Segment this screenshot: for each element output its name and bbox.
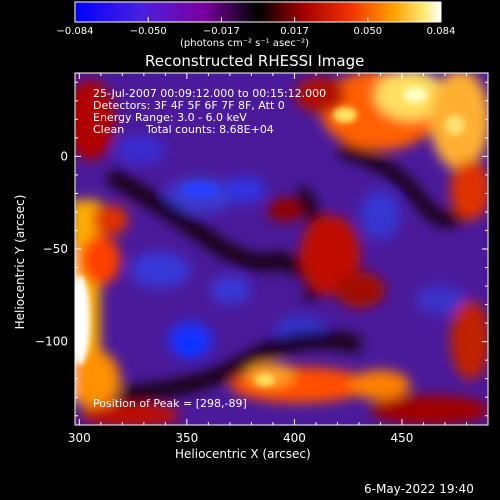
heatmap-image [75, 73, 488, 425]
annotation-counts: Total counts: 8.68E+04 [146, 123, 274, 136]
annotation-peak: Position of Peak = [298,-89] [93, 397, 247, 410]
colorbar-tick-label: −0.050 [130, 26, 167, 37]
annotation-method: Clean [93, 123, 125, 136]
x-tick-label: 400 [283, 431, 306, 445]
x-axis-ticks: 300 350 400 450 [68, 73, 467, 445]
annotation-energy: Energy Range: 3.0 - 6.0 keV [93, 111, 247, 124]
colorbar-tick-label: −0.017 [203, 26, 240, 37]
y-tick-label: −100 [35, 335, 68, 349]
x-axis-label: Heliocentric X (arcsec) [175, 447, 311, 461]
footer-date: 6-May-2022 19:40 [364, 482, 474, 496]
y-tick-label: −50 [43, 242, 68, 256]
colorbar: −0.084 −0.050 −0.017 0.017 0.050 0.084 [56, 1, 455, 37]
annotation-detectors: Detectors: 3F 4F 5F 6F 7F 8F, Att 0 [93, 99, 285, 112]
annotation-time: 25-Jul-2007 00:09:12.000 to 00:15:12.000 [93, 87, 327, 100]
colorbar-gradient [74, 1, 442, 23]
y-axis-ticks: 0 −50 −100 [35, 81, 488, 417]
colorbar-units: (photons cm⁻² s⁻¹ asec⁻²) [180, 38, 310, 49]
x-tick-label: 450 [391, 431, 414, 445]
x-tick-label: 350 [175, 431, 198, 445]
colorbar-tick-label: −0.084 [56, 26, 93, 37]
y-tick-label: 0 [60, 149, 68, 163]
chart-title: Reconstructed RHESSI Image [145, 52, 365, 70]
colorbar-tick-label: 0.050 [353, 26, 382, 37]
colorbar-ticks: −0.084 −0.050 −0.017 0.017 0.050 0.084 [56, 17, 455, 37]
x-tick-label: 300 [68, 431, 91, 445]
colorbar-tick-label: 0.084 [427, 26, 456, 37]
y-axis-label: Heliocentric Y (arcsec) [13, 194, 27, 330]
colorbar-tick-label: 0.017 [280, 26, 309, 37]
